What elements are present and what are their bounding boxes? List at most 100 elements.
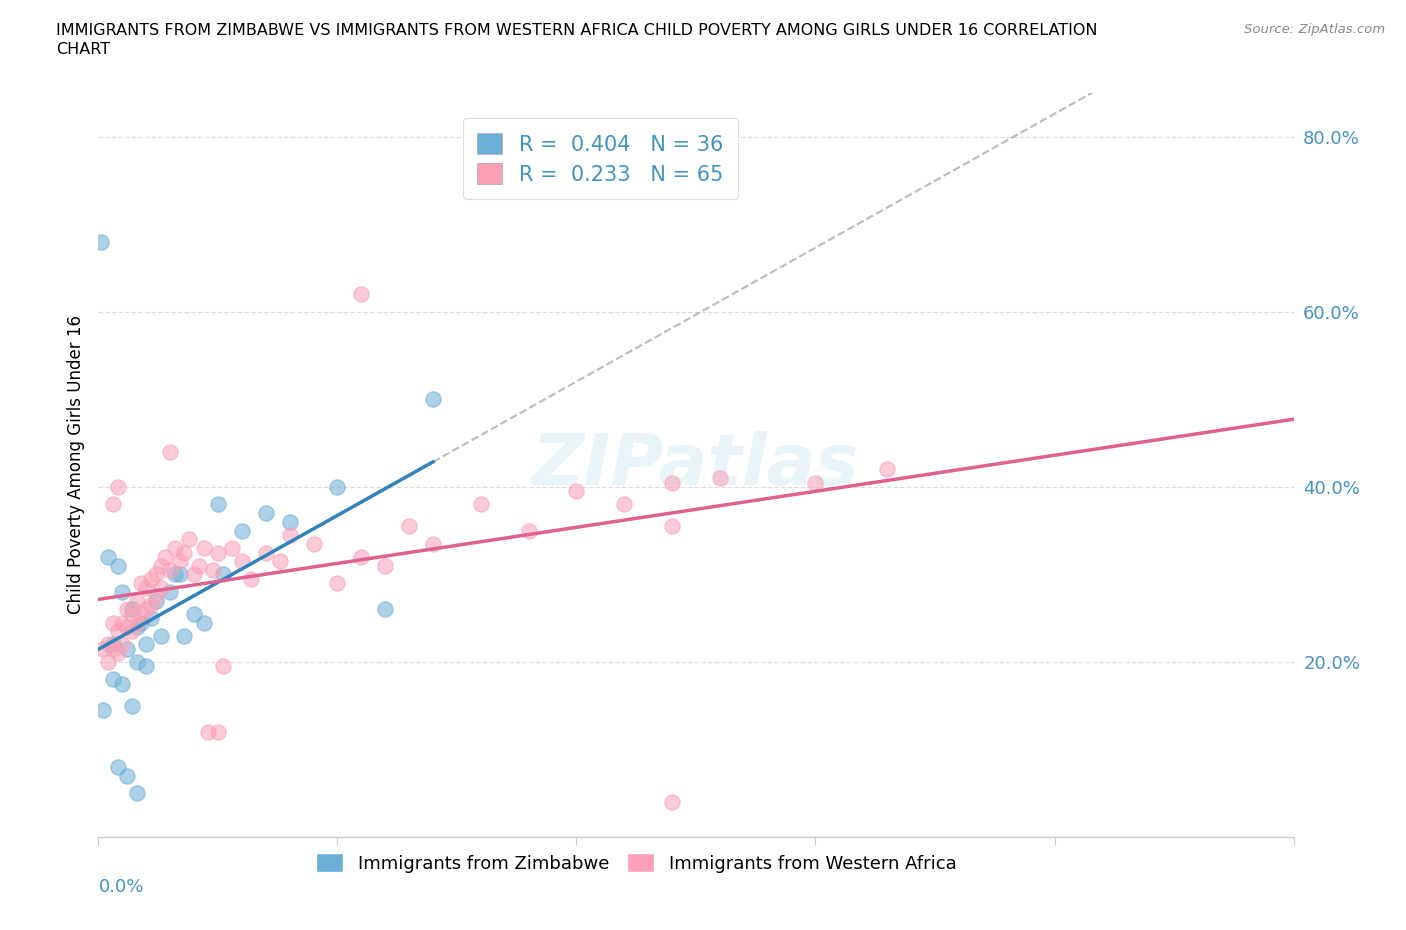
Point — [183, 606, 205, 621]
Point — [207, 724, 229, 739]
Point — [145, 567, 167, 582]
Point — [111, 676, 134, 691]
Point — [207, 497, 229, 512]
Point — [107, 645, 129, 660]
Point — [374, 558, 396, 573]
Point — [145, 593, 167, 608]
Point — [111, 615, 134, 630]
Point — [278, 514, 301, 529]
Point — [202, 563, 225, 578]
Point — [107, 760, 129, 775]
Point — [422, 392, 444, 406]
Point — [107, 624, 129, 639]
Point — [398, 519, 420, 534]
Point — [91, 703, 114, 718]
Point — [661, 794, 683, 809]
Point — [149, 580, 172, 595]
Point — [111, 584, 134, 599]
Point — [139, 598, 162, 613]
Point — [107, 480, 129, 495]
Point — [183, 567, 205, 582]
Point — [121, 698, 143, 713]
Point — [163, 567, 186, 582]
Point — [101, 637, 124, 652]
Point — [422, 537, 444, 551]
Point — [470, 497, 492, 512]
Point — [661, 519, 683, 534]
Point — [101, 672, 124, 687]
Point — [125, 786, 148, 801]
Point — [197, 724, 219, 739]
Point — [240, 571, 263, 586]
Point — [131, 576, 153, 591]
Point — [121, 624, 143, 639]
Point — [139, 571, 162, 586]
Point — [207, 545, 229, 560]
Point — [187, 558, 209, 573]
Point — [149, 558, 172, 573]
Point — [107, 558, 129, 573]
Point — [661, 475, 683, 490]
Point — [350, 286, 373, 301]
Point — [221, 540, 243, 555]
Point — [125, 593, 148, 608]
Legend: Immigrants from Zimbabwe, Immigrants from Western Africa: Immigrants from Zimbabwe, Immigrants fro… — [309, 846, 963, 880]
Point — [135, 658, 157, 673]
Point — [115, 619, 138, 634]
Point — [193, 615, 215, 630]
Point — [125, 619, 148, 634]
Point — [145, 589, 167, 604]
Point — [709, 471, 731, 485]
Point — [326, 576, 349, 591]
Point — [804, 475, 827, 490]
Point — [101, 642, 124, 657]
Point — [613, 497, 636, 512]
Point — [517, 524, 540, 538]
Point — [374, 602, 396, 617]
Point — [131, 606, 153, 621]
Point — [159, 445, 181, 459]
Point — [173, 545, 195, 560]
Point — [149, 629, 172, 644]
Point — [97, 637, 120, 652]
Point — [115, 602, 138, 617]
Point — [135, 602, 157, 617]
Point — [231, 554, 253, 569]
Point — [97, 655, 120, 670]
Point — [179, 532, 201, 547]
Point — [139, 611, 162, 626]
Point — [173, 629, 195, 644]
Point — [163, 540, 186, 555]
Point — [278, 527, 301, 542]
Point — [97, 550, 120, 565]
Point — [111, 637, 134, 652]
Point — [302, 537, 325, 551]
Point — [125, 615, 148, 630]
Point — [169, 554, 191, 569]
Text: Source: ZipAtlas.com: Source: ZipAtlas.com — [1244, 23, 1385, 36]
Point — [326, 480, 349, 495]
Point — [159, 563, 181, 578]
Point — [101, 615, 124, 630]
Point — [135, 580, 157, 595]
Point — [125, 655, 148, 670]
Point — [350, 550, 373, 565]
Text: 0.0%: 0.0% — [98, 878, 143, 896]
Point — [876, 462, 898, 477]
Text: ZIPatlas: ZIPatlas — [533, 431, 859, 499]
Point — [135, 637, 157, 652]
Point — [115, 642, 138, 657]
Point — [121, 606, 143, 621]
Point — [90, 234, 112, 249]
Point — [169, 567, 191, 582]
Point — [115, 768, 138, 783]
Point — [193, 540, 215, 555]
Point — [211, 567, 233, 582]
Point — [254, 545, 277, 560]
Point — [231, 524, 253, 538]
Y-axis label: Child Poverty Among Girls Under 16: Child Poverty Among Girls Under 16 — [66, 315, 84, 615]
Point — [131, 615, 153, 630]
Point — [565, 484, 588, 498]
Point — [121, 602, 143, 617]
Point — [254, 506, 277, 521]
